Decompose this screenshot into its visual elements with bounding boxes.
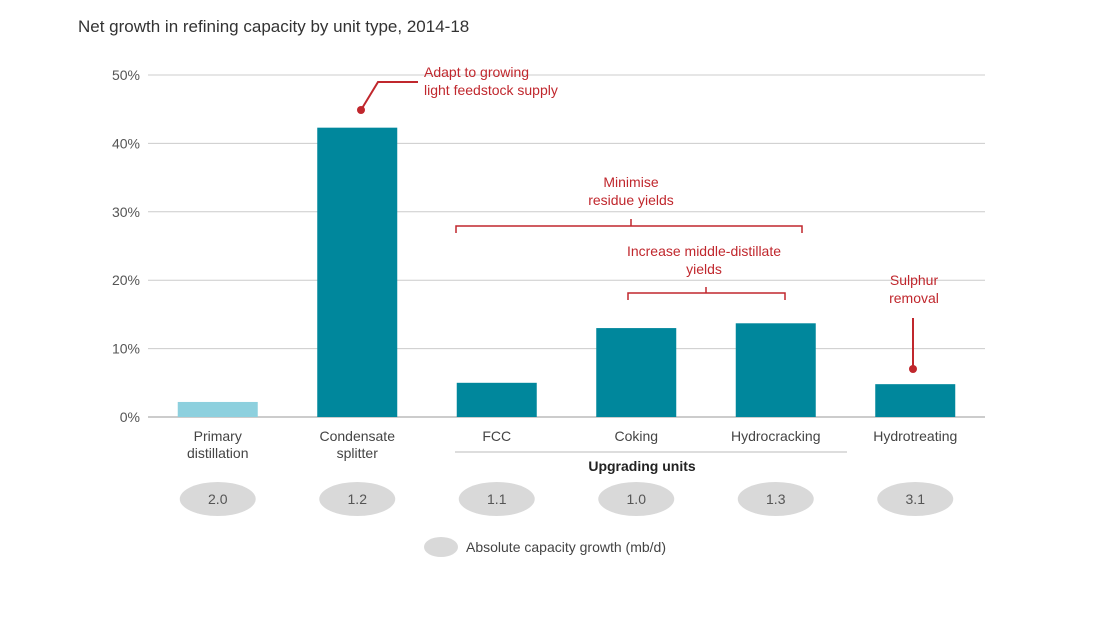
category-label: Condensate <box>319 428 395 444</box>
annotation-sulphur-line1: Sulphur <box>890 272 939 288</box>
annotation-condensate-line2: light feedstock supply <box>424 82 558 98</box>
y-tick-label: 40% <box>112 135 140 151</box>
gridlines <box>148 74 985 418</box>
annotation-middle-distillate-bracket <box>627 292 786 300</box>
annotation-condensate-dot <box>357 106 365 114</box>
y-tick-label: 0% <box>120 409 140 425</box>
annotation-residue-line1: Minimise <box>603 174 658 190</box>
y-tick-label: 30% <box>112 204 140 220</box>
category-label: distillation <box>187 445 248 461</box>
y-tick-label: 50% <box>112 67 140 83</box>
bar <box>456 382 537 417</box>
annotation-condensate-leader <box>360 81 418 111</box>
chart-title: Net growth in refining capacity by unit … <box>78 17 469 36</box>
annotation-condensate: Adapt to growing light feedstock supply <box>357 64 558 114</box>
y-axis-ticks: 0% 10% 20% 30% 40% 50% <box>112 67 140 425</box>
bar <box>317 127 398 417</box>
y-tick-label: 10% <box>112 341 140 357</box>
annotation-condensate-line1: Adapt to growing <box>424 64 529 80</box>
category-label: Hydrocracking <box>731 428 820 444</box>
annotation-middle-distillate-line1: Increase middle-distillate <box>627 243 781 259</box>
bar <box>875 384 956 417</box>
growth-bubble-label: 3.1 <box>906 491 926 507</box>
growth-bubble <box>598 482 675 516</box>
growth-bubble-label: 1.1 <box>487 491 507 507</box>
category-label: splitter <box>337 445 379 461</box>
annotation-sulphur: Sulphur removal <box>889 272 939 373</box>
growth-bubble <box>458 482 535 516</box>
bar <box>596 328 677 417</box>
category-label: Hydrotreating <box>873 428 957 444</box>
annotation-middle-distillate-line2: yields <box>686 261 722 277</box>
growth-bubble <box>737 482 814 516</box>
annotation-residue-line2: residue yields <box>588 192 674 208</box>
y-tick-label: 20% <box>112 272 140 288</box>
bar <box>735 323 816 417</box>
bar <box>177 401 258 417</box>
annotation-sulphur-dot <box>909 365 917 373</box>
annotation-middle-distillate: Increase middle-distillate yields <box>627 243 786 300</box>
annotation-residue: Minimise residue yields <box>455 174 803 233</box>
upgrading-units-label: Upgrading units <box>588 458 696 474</box>
annotation-residue-bracket <box>455 225 803 233</box>
growth-bubble-label: 2.0 <box>208 491 228 507</box>
category-label: Primary <box>194 428 242 444</box>
bars <box>177 127 956 417</box>
growth-bubble-label: 1.3 <box>766 491 786 507</box>
category-label: Coking <box>614 428 658 444</box>
growth-bubble-label: 1.0 <box>627 491 647 507</box>
category-label: FCC <box>482 428 511 444</box>
growth-bubble <box>179 482 256 516</box>
growth-bubble <box>319 482 396 516</box>
growth-bubble <box>877 482 954 516</box>
legend-label: Absolute capacity growth (mb/d) <box>466 539 666 555</box>
annotation-sulphur-line2: removal <box>889 290 939 306</box>
growth-bubble-label: 1.2 <box>348 491 368 507</box>
legend-swatch <box>424 537 458 557</box>
absolute-growth-bubbles: 2.0 1.2 1.1 1.0 1.3 3.1 <box>179 482 954 516</box>
legend: Absolute capacity growth (mb/d) <box>424 537 666 557</box>
